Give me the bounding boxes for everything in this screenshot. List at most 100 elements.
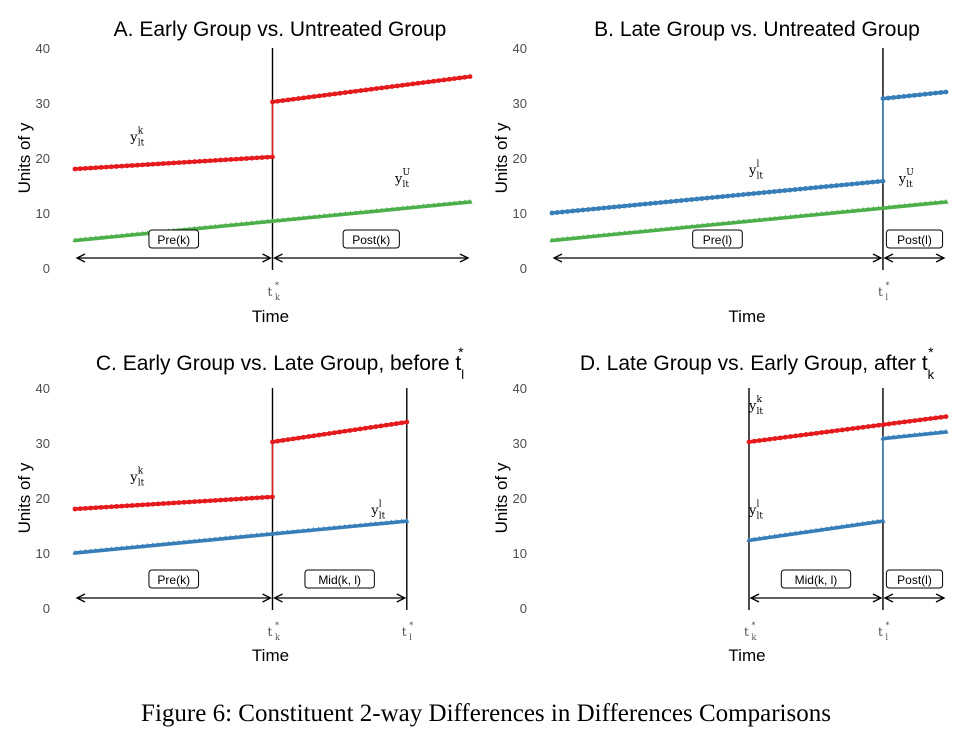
panel-b-untreated-point [824, 210, 830, 216]
panel-a-early-point [467, 74, 473, 79]
panel-b-untreated-point [575, 234, 581, 240]
panel-d-early-point [767, 436, 773, 442]
panel-a-early-point [192, 159, 197, 165]
panel-d-early-point [839, 427, 845, 433]
panel-c-late-point [165, 541, 171, 546]
panel-a-period-1-label: Post(k) [352, 233, 390, 247]
panel-c-event-label-0-sup: * [275, 621, 279, 630]
panel-b-period-0-label: Pre(l) [703, 233, 732, 247]
panel-c-late-point [336, 524, 343, 530]
panel-c-ylabel: Units of y [15, 462, 34, 533]
panel-c-late-point [129, 544, 135, 550]
panel-a-untreated-point [379, 207, 385, 213]
panel-c-early-point [342, 428, 348, 434]
panel-c-period-0-box [148, 569, 200, 589]
panel-d-early-point [850, 426, 856, 431]
panel-a-period-1-box [342, 229, 400, 249]
panel-a-early-point [410, 81, 416, 87]
panel-d-event-label-0-base: t [744, 625, 749, 639]
panel-c-late-point [124, 545, 130, 550]
panel-c-late-point [207, 537, 213, 542]
panel-a-ylabel: Units of y [15, 122, 34, 193]
panel-b-untreated-point [803, 212, 809, 218]
panel-a-early-point [394, 83, 400, 89]
panel-c-early-point [212, 498, 218, 503]
panel-c-early-point [259, 495, 265, 500]
panel-b-untreated-point [611, 231, 617, 237]
panel-c-early-point [181, 499, 187, 505]
panel-b-untreated-point [865, 206, 871, 212]
panel-a-early-point [155, 161, 161, 167]
panel-d-early-point [824, 429, 830, 435]
panel-b-late-point [627, 203, 632, 208]
panel-c-early-point [373, 424, 379, 430]
panel-b-untreated-point [590, 233, 597, 239]
panel-a-early-point [77, 166, 83, 172]
panel-c-late-point [388, 519, 394, 525]
panel-b-untreated-point [876, 205, 882, 211]
panel-a-early-point [296, 96, 301, 101]
panel-a-early-point [186, 159, 192, 165]
panel-a-early-point [108, 164, 114, 170]
panel-d-early-point [793, 433, 799, 439]
panel-c-late-point [134, 544, 140, 549]
panel-b-untreated-point [850, 208, 856, 213]
panel-d-period-0-label: Mid(k, l) [795, 573, 838, 587]
panel-b-late-point [585, 207, 591, 212]
panel-c-early-point [290, 436, 296, 442]
panel-a-untreated-point [337, 211, 343, 217]
panel-c-late-point [87, 548, 94, 554]
panel-b-late-point [917, 92, 923, 98]
panel-a-early-label-sup: k [138, 127, 144, 137]
panel-d-early-point [881, 422, 887, 427]
panel-a-untreated-point [467, 199, 473, 204]
panel-a-untreated-point [353, 210, 359, 215]
panel-d-early-point [829, 428, 835, 434]
panel-d-xlabel: Time [728, 646, 765, 665]
panel-b-untreated-point [653, 227, 659, 232]
panel-a-early-point [316, 93, 322, 99]
panel-c-event-label-1-sup: * [409, 621, 413, 630]
panel-a-early-point [254, 155, 260, 161]
panel-d-late-point [854, 521, 860, 527]
panel-d-late-point [797, 529, 804, 535]
panel-d-late-point [890, 434, 897, 440]
panel-a-event-label-0-sub: k [275, 293, 280, 302]
panel-a-early-point [223, 157, 229, 163]
panel-d-period-1-arrowhead-right [935, 593, 946, 603]
panel-c-early-point [399, 420, 405, 426]
panel-d-event-label-1-base: t [878, 625, 883, 639]
panel-b-untreated-point [673, 225, 680, 230]
panel-c-early-point [326, 431, 332, 436]
panel-c-early-point [114, 504, 119, 509]
panel-a-untreated-point [249, 220, 255, 225]
panel-c-early-point [249, 495, 255, 501]
panel-b-late-point [813, 185, 819, 190]
panel-c-early-point [347, 428, 353, 433]
panel-d-ylabel: Units of y [492, 462, 511, 533]
panel-b-late-point [678, 198, 684, 203]
panel-c-late-point [279, 530, 285, 535]
panel-b-late-point [880, 96, 886, 101]
panel-b-late-label-base: y [748, 164, 757, 179]
panel-d-late-label-sup: l [757, 500, 760, 510]
panel-b-late-point [901, 94, 907, 99]
panel-d-early-point [891, 420, 897, 426]
panel-b-xlabel: Time [728, 307, 765, 326]
panel-a-untreated-point [238, 221, 244, 226]
panel-a-untreated-point [233, 221, 239, 227]
panel-c-late-label-sup: l [379, 500, 382, 510]
panel-d-late-point [864, 520, 871, 525]
panel-b-event-label-0-sub: l [885, 293, 888, 302]
panel-d-ytick-0: 0 [520, 601, 527, 616]
panel-b-untreated-point [715, 221, 721, 226]
panel-d: D. Late Group vs. Early Group, after tk*… [492, 344, 949, 665]
panel-d-late-point [767, 534, 773, 539]
panel-a-early-point [384, 84, 390, 90]
panel-a-untreated-point [264, 218, 270, 224]
panel-c-early-point [233, 496, 239, 502]
panel-a-early-point [82, 165, 88, 171]
panel-c-early-point [197, 498, 203, 504]
panel-d-event-label-1-sup: * [885, 621, 889, 630]
panel-c-late-point [393, 519, 400, 524]
